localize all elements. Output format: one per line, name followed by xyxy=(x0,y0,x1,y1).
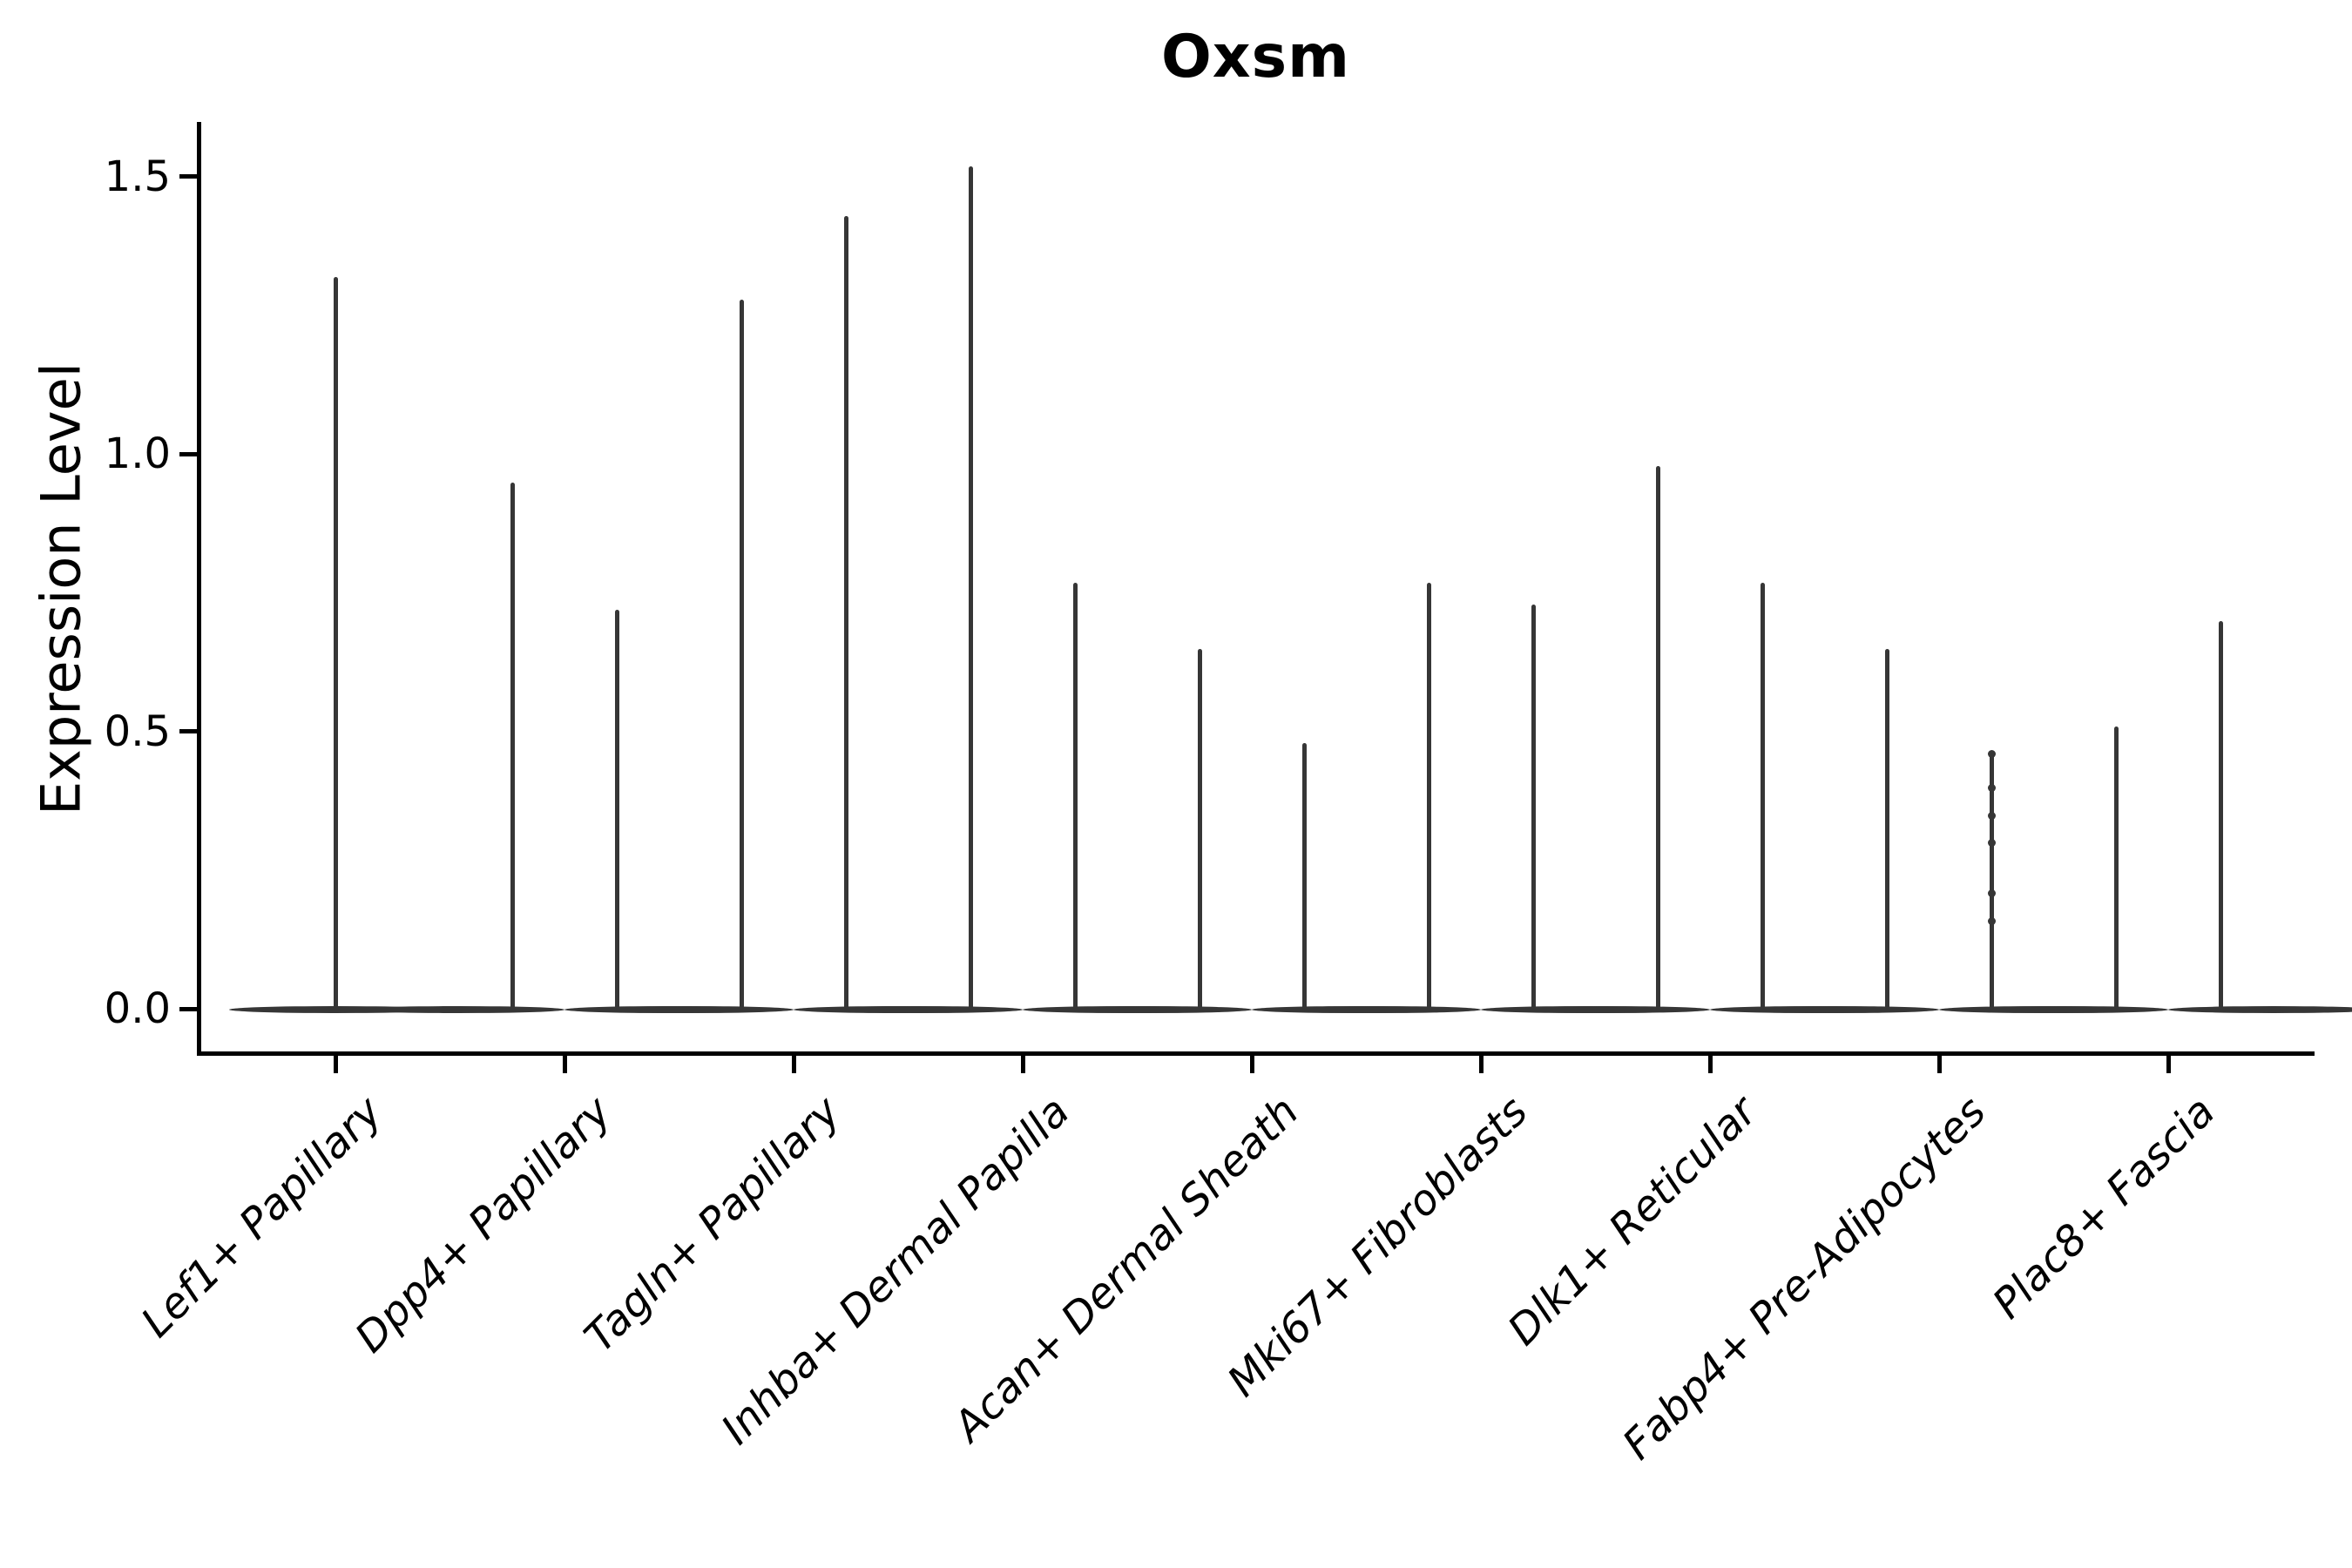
violin-spike xyxy=(2218,621,2223,1010)
violin-base xyxy=(583,1006,794,1013)
x-axis-spine xyxy=(197,1051,2315,1056)
violin-spike xyxy=(333,277,338,1010)
y-tick xyxy=(179,451,197,456)
violin-base xyxy=(229,1006,442,1013)
x-tick xyxy=(1478,1056,1484,1073)
violin-spike xyxy=(1072,582,1078,1010)
y-tick-label: 1.0 xyxy=(104,429,171,478)
expression-dot xyxy=(1987,889,1996,897)
violin-base xyxy=(812,1006,1023,1013)
violin-spike xyxy=(1655,465,1660,1010)
y-tick-label: 0.5 xyxy=(104,706,171,756)
violin-spike xyxy=(1197,648,1202,1010)
expression-dot xyxy=(1987,811,1996,820)
violin-spike xyxy=(1301,743,1307,1010)
expression-dot xyxy=(1987,839,1996,848)
x-tick xyxy=(333,1056,338,1073)
violin-spike xyxy=(1884,648,1889,1010)
expression-dot xyxy=(1987,750,1996,759)
violin-base xyxy=(1270,1006,1481,1013)
x-tick xyxy=(1707,1056,1713,1073)
x-tick xyxy=(1249,1056,1254,1073)
violin-base xyxy=(1499,1006,1710,1013)
violin-spike xyxy=(2113,727,2119,1010)
x-tick xyxy=(791,1056,796,1073)
y-tick xyxy=(179,174,197,179)
y-tick xyxy=(179,729,197,733)
violin-spike xyxy=(1989,754,1994,1010)
y-axis-spine xyxy=(197,122,201,1056)
violin-base xyxy=(1728,1006,1939,1013)
y-tick-label: 0.0 xyxy=(104,984,171,1033)
violin-spike xyxy=(739,299,744,1010)
violin-spike xyxy=(968,166,973,1010)
violin-spike xyxy=(1426,582,1431,1010)
violin-base xyxy=(354,1006,564,1013)
expression-dot xyxy=(1987,916,1996,925)
violin-spike xyxy=(1531,604,1536,1010)
violin-spike xyxy=(843,216,848,1010)
x-tick xyxy=(1020,1056,1025,1073)
y-tick-label: 1.5 xyxy=(104,152,171,201)
violin-base xyxy=(1041,1006,1252,1013)
violin-spike xyxy=(614,610,619,1010)
x-tick xyxy=(1936,1056,1942,1073)
x-tick xyxy=(562,1056,567,1073)
violin-base xyxy=(2168,1006,2352,1013)
x-tick xyxy=(2166,1056,2171,1073)
y-tick xyxy=(179,1006,197,1011)
violin-spike xyxy=(510,482,515,1010)
expression-dot xyxy=(1987,783,1996,792)
violin-spike xyxy=(1760,582,1765,1010)
chart-title: Oxsm xyxy=(1161,23,1350,91)
violin-base xyxy=(1957,1006,2168,1013)
